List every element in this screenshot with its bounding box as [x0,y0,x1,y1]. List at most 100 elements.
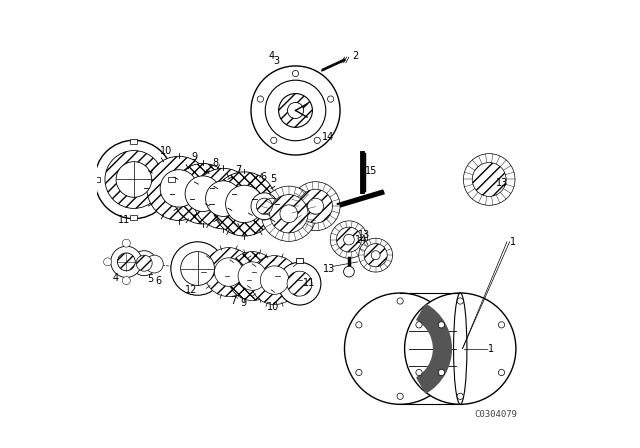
Text: 4: 4 [112,273,118,283]
Circle shape [95,140,173,219]
Text: 3: 3 [273,56,280,66]
Circle shape [264,198,281,216]
Text: C0304079: C0304079 [474,410,517,419]
Circle shape [278,94,312,127]
Text: 12: 12 [185,285,197,295]
Circle shape [117,253,135,271]
Circle shape [251,193,278,220]
Circle shape [359,238,392,272]
Circle shape [499,322,504,328]
Circle shape [265,80,326,141]
Circle shape [147,156,211,220]
Circle shape [105,151,163,208]
Circle shape [212,172,276,236]
Circle shape [404,293,516,404]
Circle shape [257,198,273,214]
Circle shape [416,322,422,328]
Wedge shape [417,304,451,393]
Circle shape [292,70,299,77]
Circle shape [193,168,253,229]
Circle shape [463,154,515,205]
Text: 5: 5 [147,274,153,284]
Text: 13: 13 [323,263,335,274]
Circle shape [438,369,445,375]
FancyBboxPatch shape [296,258,303,263]
FancyBboxPatch shape [93,177,100,182]
Circle shape [337,227,362,252]
Circle shape [204,248,253,297]
Circle shape [271,137,277,143]
Circle shape [251,66,340,155]
Circle shape [397,393,403,400]
Circle shape [499,369,504,375]
Circle shape [356,322,362,328]
Circle shape [257,96,264,102]
Circle shape [314,137,321,143]
Circle shape [416,369,422,375]
Circle shape [330,221,367,258]
Circle shape [457,393,463,400]
Text: 1: 1 [510,237,516,247]
Circle shape [261,186,316,241]
Circle shape [180,252,214,285]
Circle shape [438,322,445,328]
Text: 8: 8 [212,158,218,168]
Text: 14: 14 [322,132,334,142]
Circle shape [205,181,241,216]
Circle shape [269,194,308,233]
Circle shape [136,255,152,271]
Circle shape [287,271,312,296]
Circle shape [185,176,221,211]
Text: 10: 10 [267,302,279,312]
Circle shape [250,256,299,305]
Text: 11: 11 [118,215,130,224]
Circle shape [344,266,355,277]
Text: 10: 10 [160,146,173,155]
Text: 1: 1 [488,344,495,353]
Text: 15: 15 [365,166,378,176]
Circle shape [344,293,456,404]
Circle shape [308,198,324,214]
Text: 6: 6 [156,276,162,286]
Circle shape [145,255,163,273]
FancyBboxPatch shape [131,215,138,220]
Circle shape [111,246,142,277]
Circle shape [344,234,355,245]
Circle shape [141,258,149,266]
Circle shape [260,266,289,294]
Circle shape [173,164,233,224]
Circle shape [472,163,506,196]
FancyBboxPatch shape [168,177,175,182]
Circle shape [280,205,298,223]
Circle shape [291,182,340,231]
Circle shape [328,96,334,102]
Circle shape [238,262,267,290]
Circle shape [371,251,380,260]
Circle shape [122,276,131,284]
Ellipse shape [454,293,467,404]
Circle shape [104,258,111,266]
Circle shape [226,185,263,223]
Text: 6: 6 [260,172,266,182]
Circle shape [132,251,157,276]
Circle shape [287,103,303,118]
Circle shape [457,298,463,304]
Text: 13: 13 [358,230,371,240]
Circle shape [122,239,131,247]
Circle shape [160,170,198,207]
Text: 2: 2 [353,51,359,61]
Text: 11: 11 [303,278,315,288]
Text: 13: 13 [497,177,509,188]
Text: 7: 7 [235,165,241,175]
Circle shape [116,162,152,197]
Circle shape [364,244,387,267]
Text: 7: 7 [230,296,236,306]
Circle shape [397,298,403,304]
Text: 5: 5 [271,174,277,185]
Text: 14: 14 [355,236,367,246]
Circle shape [356,369,362,375]
Circle shape [171,242,224,295]
Text: 4: 4 [269,51,275,61]
FancyBboxPatch shape [131,139,138,144]
Circle shape [299,189,332,223]
